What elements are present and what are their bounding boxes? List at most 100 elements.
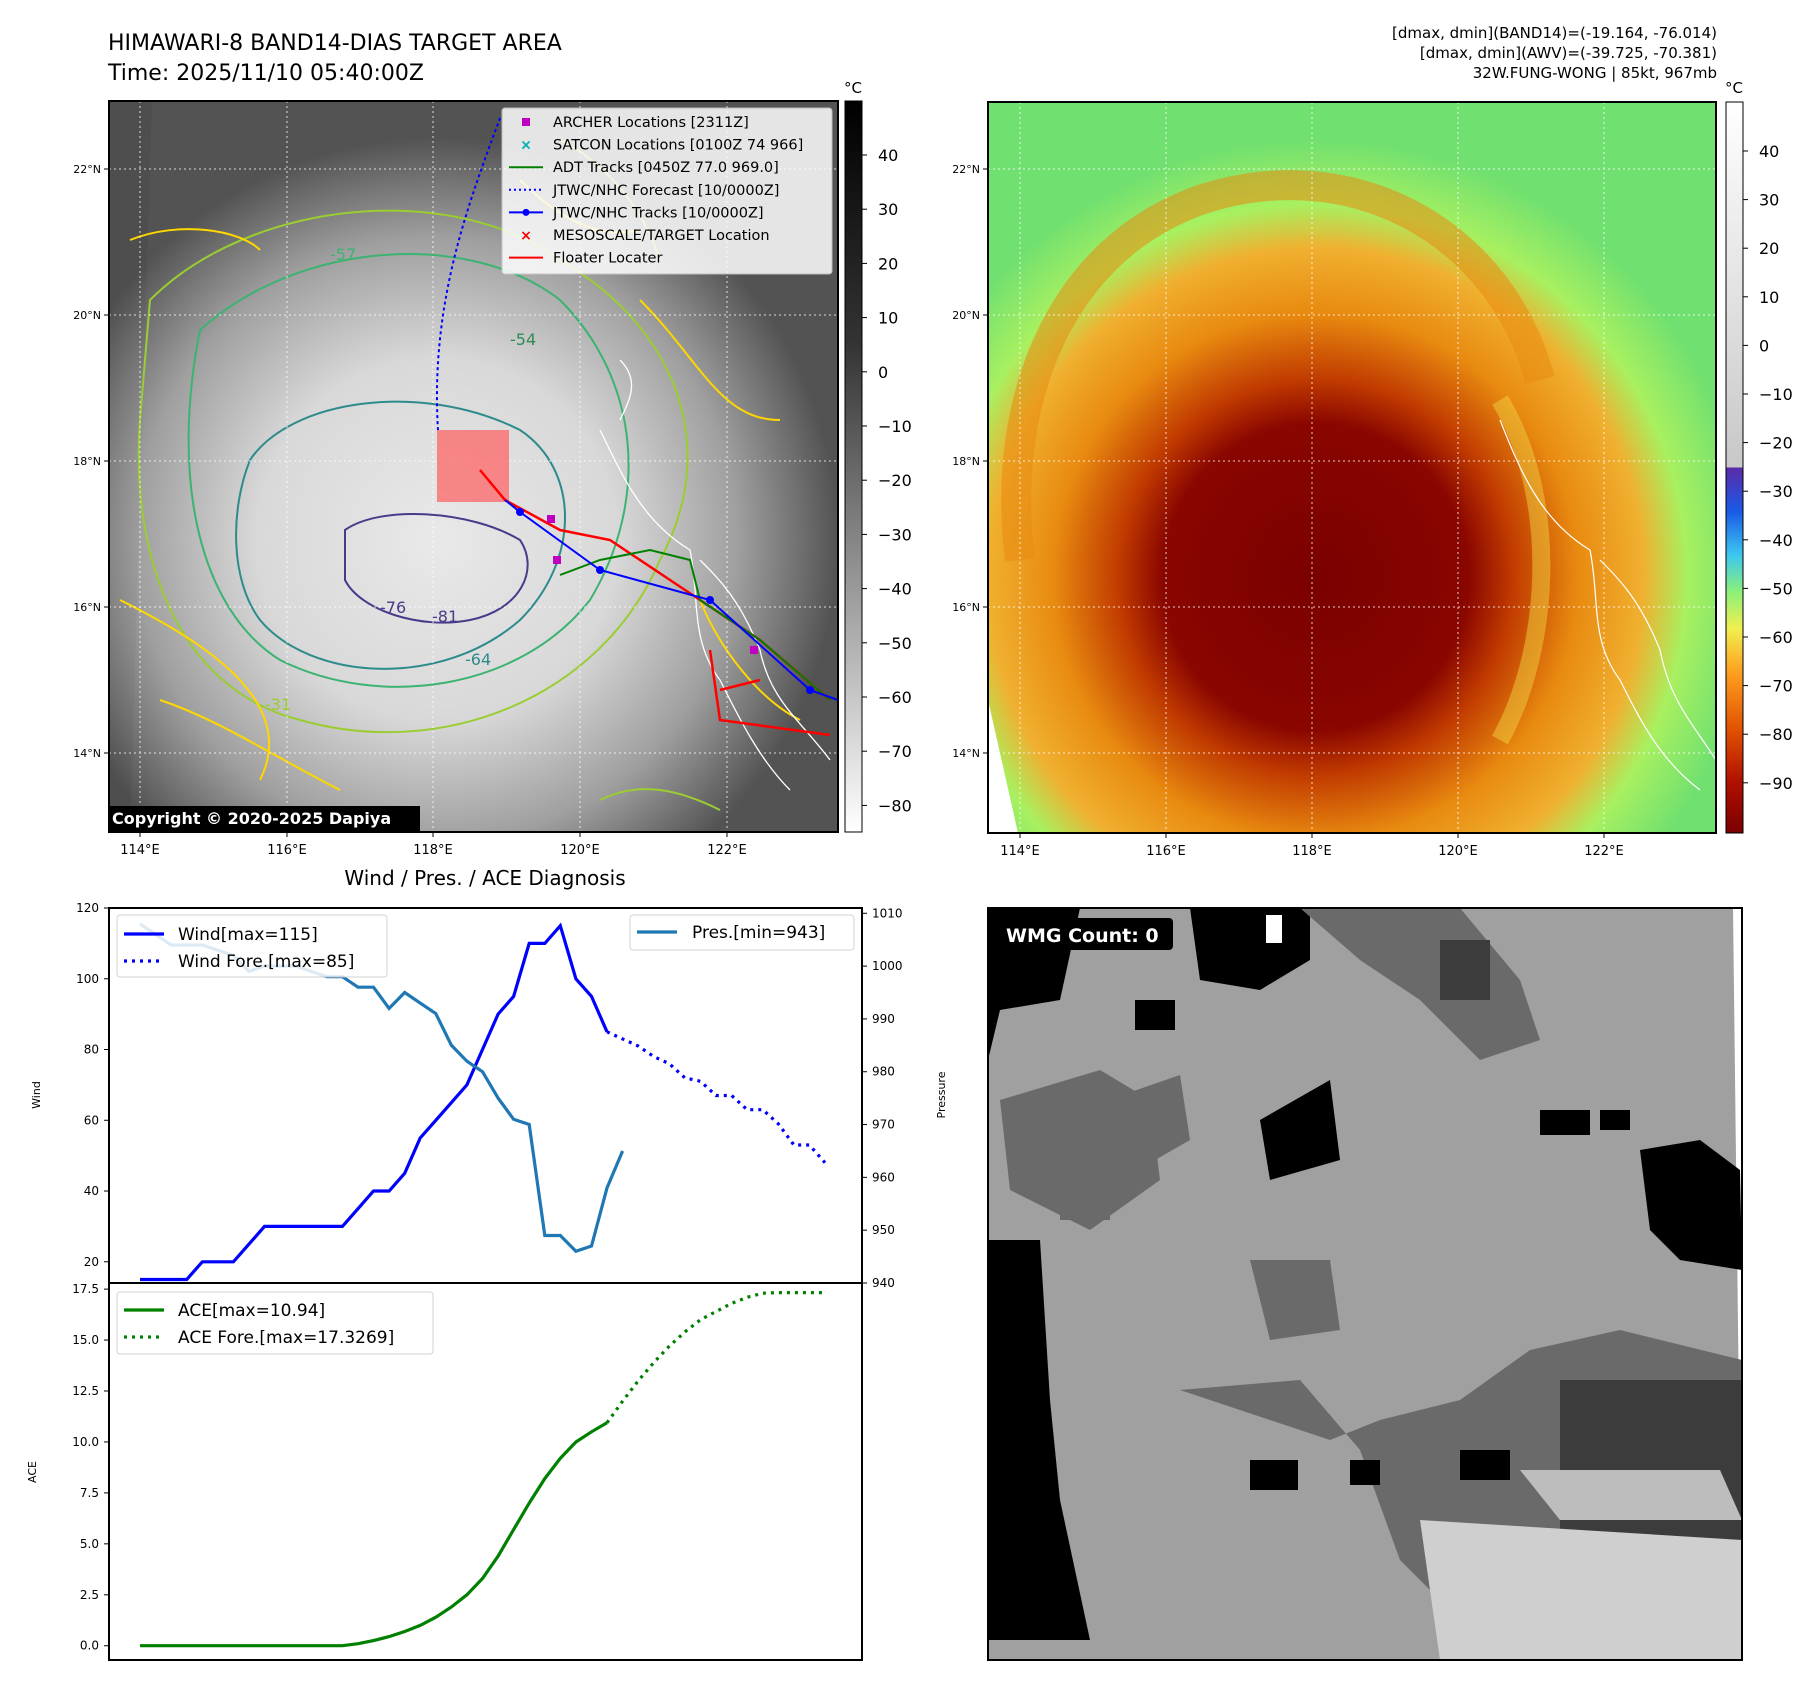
colorbar-tick-label: −30	[1759, 482, 1793, 501]
legend-label: Wind Fore.[max=85]	[178, 952, 354, 972]
colorbar-tick-label: −10	[878, 417, 912, 436]
lat-tick-label: 20°N	[73, 309, 101, 322]
lon-tick-label: 116°E	[267, 843, 307, 858]
colorbar-tick-label: 20	[878, 254, 898, 273]
colorbar-tick-label: 20	[1759, 239, 1779, 258]
awv-colorbar-unit: °C	[1725, 79, 1743, 97]
contour-label: -31	[265, 695, 291, 714]
y-tick-label: 10.0	[72, 1435, 99, 1449]
legend-item: Floater Locater	[509, 251, 662, 267]
y-tick-label: 120	[76, 901, 99, 915]
lon-tick-label: 118°E	[413, 843, 453, 858]
contour-label: -54	[510, 330, 536, 349]
lat-tick-label: 16°N	[952, 601, 980, 614]
ace-axis-label: ACE	[26, 1461, 39, 1483]
figure-title: HIMAWARI-8 BAND14-DIAS TARGET AREA	[108, 31, 562, 56]
colorbar-tick-label: −50	[878, 634, 912, 653]
lon-tick-label: 120°E	[560, 843, 600, 858]
copyright-label: Copyright © 2020-2025 Dapiya	[112, 809, 391, 828]
colorbar-tick-label: −90	[1759, 774, 1793, 793]
lon-tick-label: 116°E	[1146, 844, 1186, 859]
legend-item: ADT Tracks [0450Z 77.0 969.0]	[509, 160, 779, 176]
legend-marker	[522, 118, 530, 126]
lon-tick-label: 114°E	[1000, 844, 1040, 859]
lat-tick-label: 20°N	[952, 309, 980, 322]
awv-map-panel	[988, 102, 1716, 833]
colorbar-tick-label: −10	[1759, 385, 1793, 404]
ir-colorbar-unit: °C	[844, 79, 862, 97]
ir-lon-ticks: 114°E 116°E 118°E 120°E 122°E	[120, 832, 747, 858]
legend-item: × MESOSCALE/TARGET Location	[520, 228, 769, 244]
pressure-axis-label: Pressure	[935, 1071, 948, 1118]
legend-label: MESOSCALE/TARGET Location	[553, 228, 770, 244]
colorbar-tick-label: −70	[1759, 677, 1793, 696]
wind-pressure-chart: 20 40 60 80 100 120 940 950 960 970 980 990 1000 1010…	[30, 901, 948, 1290]
map-legend: ARCHER Locations [2311Z] × SATCON Location…	[501, 107, 833, 275]
y-right-tick-label: 960	[872, 1170, 895, 1184]
figure-time: Time: 2025/11/10 05:40:00Z	[107, 61, 424, 86]
lon-tick-label: 118°E	[1292, 844, 1332, 859]
lon-tick-label: 114°E	[120, 843, 160, 858]
storm-info: 32W.FUNG-WONG | 85kt, 967mb	[1473, 64, 1717, 82]
colorbar-tick-label: 30	[1759, 191, 1779, 210]
wind-axis-label: Wind	[30, 1081, 43, 1109]
colorbar-tick-label: −60	[1759, 628, 1793, 647]
y-tick-label: 0.0	[80, 1639, 99, 1653]
lat-tick-label: 14°N	[952, 747, 980, 760]
colorbar-tick-label: −80	[1759, 725, 1793, 744]
colorbar-tick-label: 10	[1759, 288, 1779, 307]
y-tick-label: 2.5	[80, 1588, 99, 1602]
y-tick-label: 15.0	[72, 1333, 99, 1347]
lon-tick-label: 122°E	[707, 843, 747, 858]
y-tick-label: 20	[84, 1255, 99, 1269]
pressure-legend: Pres.[min=943]	[629, 914, 855, 951]
legend-item: JTWC/NHC Forecast [10/0000Z]	[509, 183, 779, 199]
y-right-tick-label: 940	[872, 1276, 895, 1290]
colorbar-tick-label: −30	[878, 525, 912, 544]
legend-label: ACE[max=10.94]	[178, 1301, 325, 1321]
y-right-tick-label: 980	[872, 1065, 895, 1079]
ir-lat-ticks: 22°N 20°N 18°N 16°N 14°N	[73, 163, 109, 760]
series-line-1	[606, 1030, 827, 1164]
colorbar-tick-label: 40	[878, 146, 898, 165]
colorbar-tick-label: −20	[1759, 434, 1793, 453]
colorbar-tick-label: −40	[878, 580, 912, 599]
colorbar-tick-label: 10	[878, 309, 898, 328]
y-right-tick-label: 990	[872, 1012, 895, 1026]
colorbar-tick-label: 30	[878, 200, 898, 219]
y-tick-label: 80	[84, 1043, 99, 1057]
y-tick-label: 60	[84, 1113, 99, 1127]
colorbar-tick-label: −60	[878, 688, 912, 707]
lat-tick-label: 18°N	[73, 455, 101, 468]
colorbar-tick-label: 0	[878, 363, 888, 382]
y-tick-label: 100	[76, 972, 99, 986]
legend-item: × SATCON Locations [0100Z 74 966]	[520, 138, 803, 154]
contour-label: -57	[330, 245, 356, 264]
contour-label: -64	[465, 650, 491, 669]
awv-colorbar: °C 40 30 20 10 0 −10 −20 −30 −40 −50 −60 −70 −80 −90	[1725, 79, 1793, 834]
awv-stats: [dmax, dmin](AWV)=(-39.725, -70.381)	[1420, 44, 1717, 62]
colorbar-tick-label: −70	[878, 742, 912, 761]
ace-series-line-1	[605, 1290, 825, 1424]
lon-tick-label: 122°E	[1584, 844, 1624, 859]
legend-label: ADT Tracks [0450Z 77.0 969.0]	[553, 160, 779, 176]
wmg-count: WMG Count: 0	[1006, 925, 1159, 947]
y-right-tick-label: 1000	[872, 959, 903, 973]
band14-stats: [dmax, dmin](BAND14)=(-19.164, -76.014)	[1392, 24, 1717, 42]
diagnosis-title: Wind / Pres. / ACE Diagnosis	[344, 866, 625, 890]
series-line-0	[140, 922, 609, 1282]
y-right-tick-label: 950	[872, 1223, 895, 1237]
legend-item: JTWC/NHC Tracks [10/0000Z]	[509, 205, 764, 221]
legend-item: ARCHER Locations [2311Z]	[522, 115, 749, 131]
legend-label: JTWC/NHC Forecast [10/0000Z]	[552, 183, 779, 199]
colorbar-tick-label: −80	[878, 796, 912, 815]
colorbar-tick-label: −50	[1759, 579, 1793, 598]
wmg-panel	[988, 908, 1742, 1660]
legend-label: Wind[max=115]	[178, 925, 318, 945]
adt-track	[559, 548, 831, 701]
colorbar-tick-label: −40	[1759, 531, 1793, 550]
wind-legend: Wind[max=115] Wind Fore.[max=85]	[116, 914, 388, 978]
lat-tick-label: 14°N	[73, 747, 101, 760]
y-right-tick-label: 970	[872, 1118, 895, 1132]
ir-colorbar: °C 40 30 20 10 0 −10 −20 −30 −40 −50 −60 −70 −80	[844, 79, 912, 833]
